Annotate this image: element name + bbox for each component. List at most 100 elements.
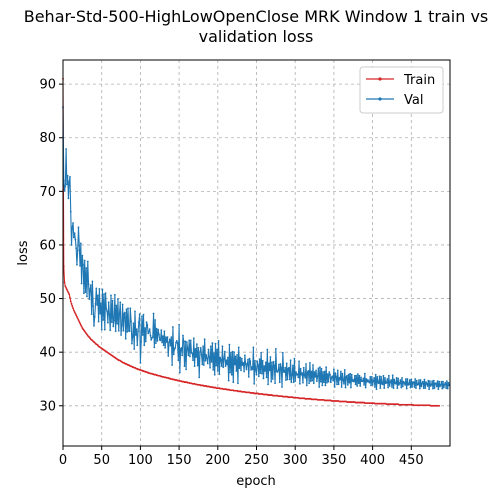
val-loss-point xyxy=(376,375,379,378)
x-axis: 0 50 100 150 200 250 300 350 400 450 xyxy=(59,446,424,468)
val-loss-point xyxy=(272,360,275,363)
x-tick-label: 50 xyxy=(93,453,110,468)
val-loss-point xyxy=(310,370,313,373)
val-loss-point xyxy=(144,340,147,343)
val-loss-point xyxy=(344,386,347,389)
val-loss-point xyxy=(435,385,438,388)
val-loss-point xyxy=(155,327,158,330)
val-loss-point xyxy=(234,355,237,358)
val-loss-point xyxy=(110,294,112,297)
val-loss-point xyxy=(230,373,233,376)
val-loss-point xyxy=(230,351,232,354)
val-loss-point xyxy=(226,356,229,359)
val-loss-point xyxy=(256,360,259,363)
val-loss-point xyxy=(206,357,208,360)
val-loss-point xyxy=(422,387,425,389)
val-loss-point xyxy=(145,321,148,324)
val-loss-point xyxy=(221,345,224,348)
val-loss-point xyxy=(223,350,226,353)
val-loss-point xyxy=(161,335,164,337)
train-loss-point xyxy=(79,322,81,325)
val-loss-point xyxy=(72,222,74,224)
val-loss-point xyxy=(359,385,362,387)
val-loss-point xyxy=(131,335,134,338)
val-loss-point xyxy=(274,348,277,350)
val-loss-point xyxy=(387,386,389,389)
val-loss-point xyxy=(143,344,146,347)
val-loss-point xyxy=(239,356,242,359)
val-loss-point xyxy=(278,363,280,366)
x-tick-label: 150 xyxy=(167,453,192,468)
val-loss-point xyxy=(106,310,109,313)
val-loss-point xyxy=(247,375,250,378)
val-loss-point xyxy=(318,386,321,388)
val-loss-point xyxy=(177,359,180,362)
val-loss-point xyxy=(139,362,142,364)
val-loss-point xyxy=(299,367,302,370)
val-loss-point xyxy=(280,366,283,369)
val-loss-point xyxy=(290,381,293,384)
val-loss-point xyxy=(415,387,417,389)
val-loss-point xyxy=(268,369,271,372)
val-loss-point xyxy=(189,355,191,358)
train-loss-point xyxy=(72,309,75,312)
val-loss-point xyxy=(438,380,441,383)
x-tick-label: 250 xyxy=(244,453,269,468)
val-loss-point xyxy=(312,382,315,385)
val-loss-point xyxy=(333,386,336,388)
val-loss-point xyxy=(165,341,168,343)
val-loss-point xyxy=(362,377,365,380)
legend-val-marker xyxy=(378,97,382,101)
val-loss-point xyxy=(281,386,283,388)
val-loss-point xyxy=(284,366,287,369)
val-loss-point xyxy=(322,371,324,373)
val-loss-point xyxy=(251,368,254,371)
val-loss-point xyxy=(79,264,81,267)
val-loss-point xyxy=(199,346,202,349)
train-loss-point xyxy=(80,325,83,328)
val-loss-point xyxy=(201,363,204,366)
val-loss-point xyxy=(235,370,238,372)
val-loss-point xyxy=(71,226,74,229)
val-loss-point xyxy=(240,357,243,360)
val-loss-point xyxy=(140,340,143,343)
val-loss-line xyxy=(62,107,450,390)
val-loss-point xyxy=(354,383,357,386)
chart-title-line-1: Behar-Std-500-HighLowOpenClose MRK Windo… xyxy=(24,7,489,26)
val-loss-point xyxy=(195,356,198,358)
val-loss-point xyxy=(380,375,383,378)
val-loss-point xyxy=(422,380,424,383)
val-loss-point xyxy=(303,374,306,377)
val-loss-point xyxy=(212,368,215,371)
val-loss-point xyxy=(285,379,287,381)
val-loss-point xyxy=(205,353,208,356)
val-loss-point xyxy=(116,322,119,325)
val-loss-point xyxy=(349,372,352,375)
val-loss-point xyxy=(291,364,294,367)
val-loss-point xyxy=(439,383,442,386)
val-loss-point xyxy=(410,378,413,381)
val-loss-point xyxy=(74,238,77,241)
val-loss-point xyxy=(386,378,389,380)
val-loss-point xyxy=(101,288,104,291)
val-loss-point xyxy=(358,374,361,377)
train-loss-point xyxy=(75,314,78,317)
val-loss-point xyxy=(283,371,286,373)
val-loss-point xyxy=(369,375,372,378)
val-loss-point xyxy=(135,328,138,331)
val-loss-point xyxy=(261,359,264,362)
val-loss-point xyxy=(339,378,341,381)
val-loss-point xyxy=(328,371,331,373)
y-tick-label: 70 xyxy=(39,185,56,200)
val-loss-point xyxy=(300,373,303,376)
val-loss-point xyxy=(347,373,350,376)
val-loss-point xyxy=(152,312,155,315)
val-loss-point xyxy=(321,384,324,387)
val-loss-point xyxy=(311,379,314,382)
val-loss-point xyxy=(124,311,126,314)
train-loss-line xyxy=(62,78,440,407)
val-loss-point xyxy=(368,381,371,384)
val-loss-point xyxy=(197,346,200,349)
val-loss-point xyxy=(202,364,205,366)
val-loss-point xyxy=(404,383,407,386)
